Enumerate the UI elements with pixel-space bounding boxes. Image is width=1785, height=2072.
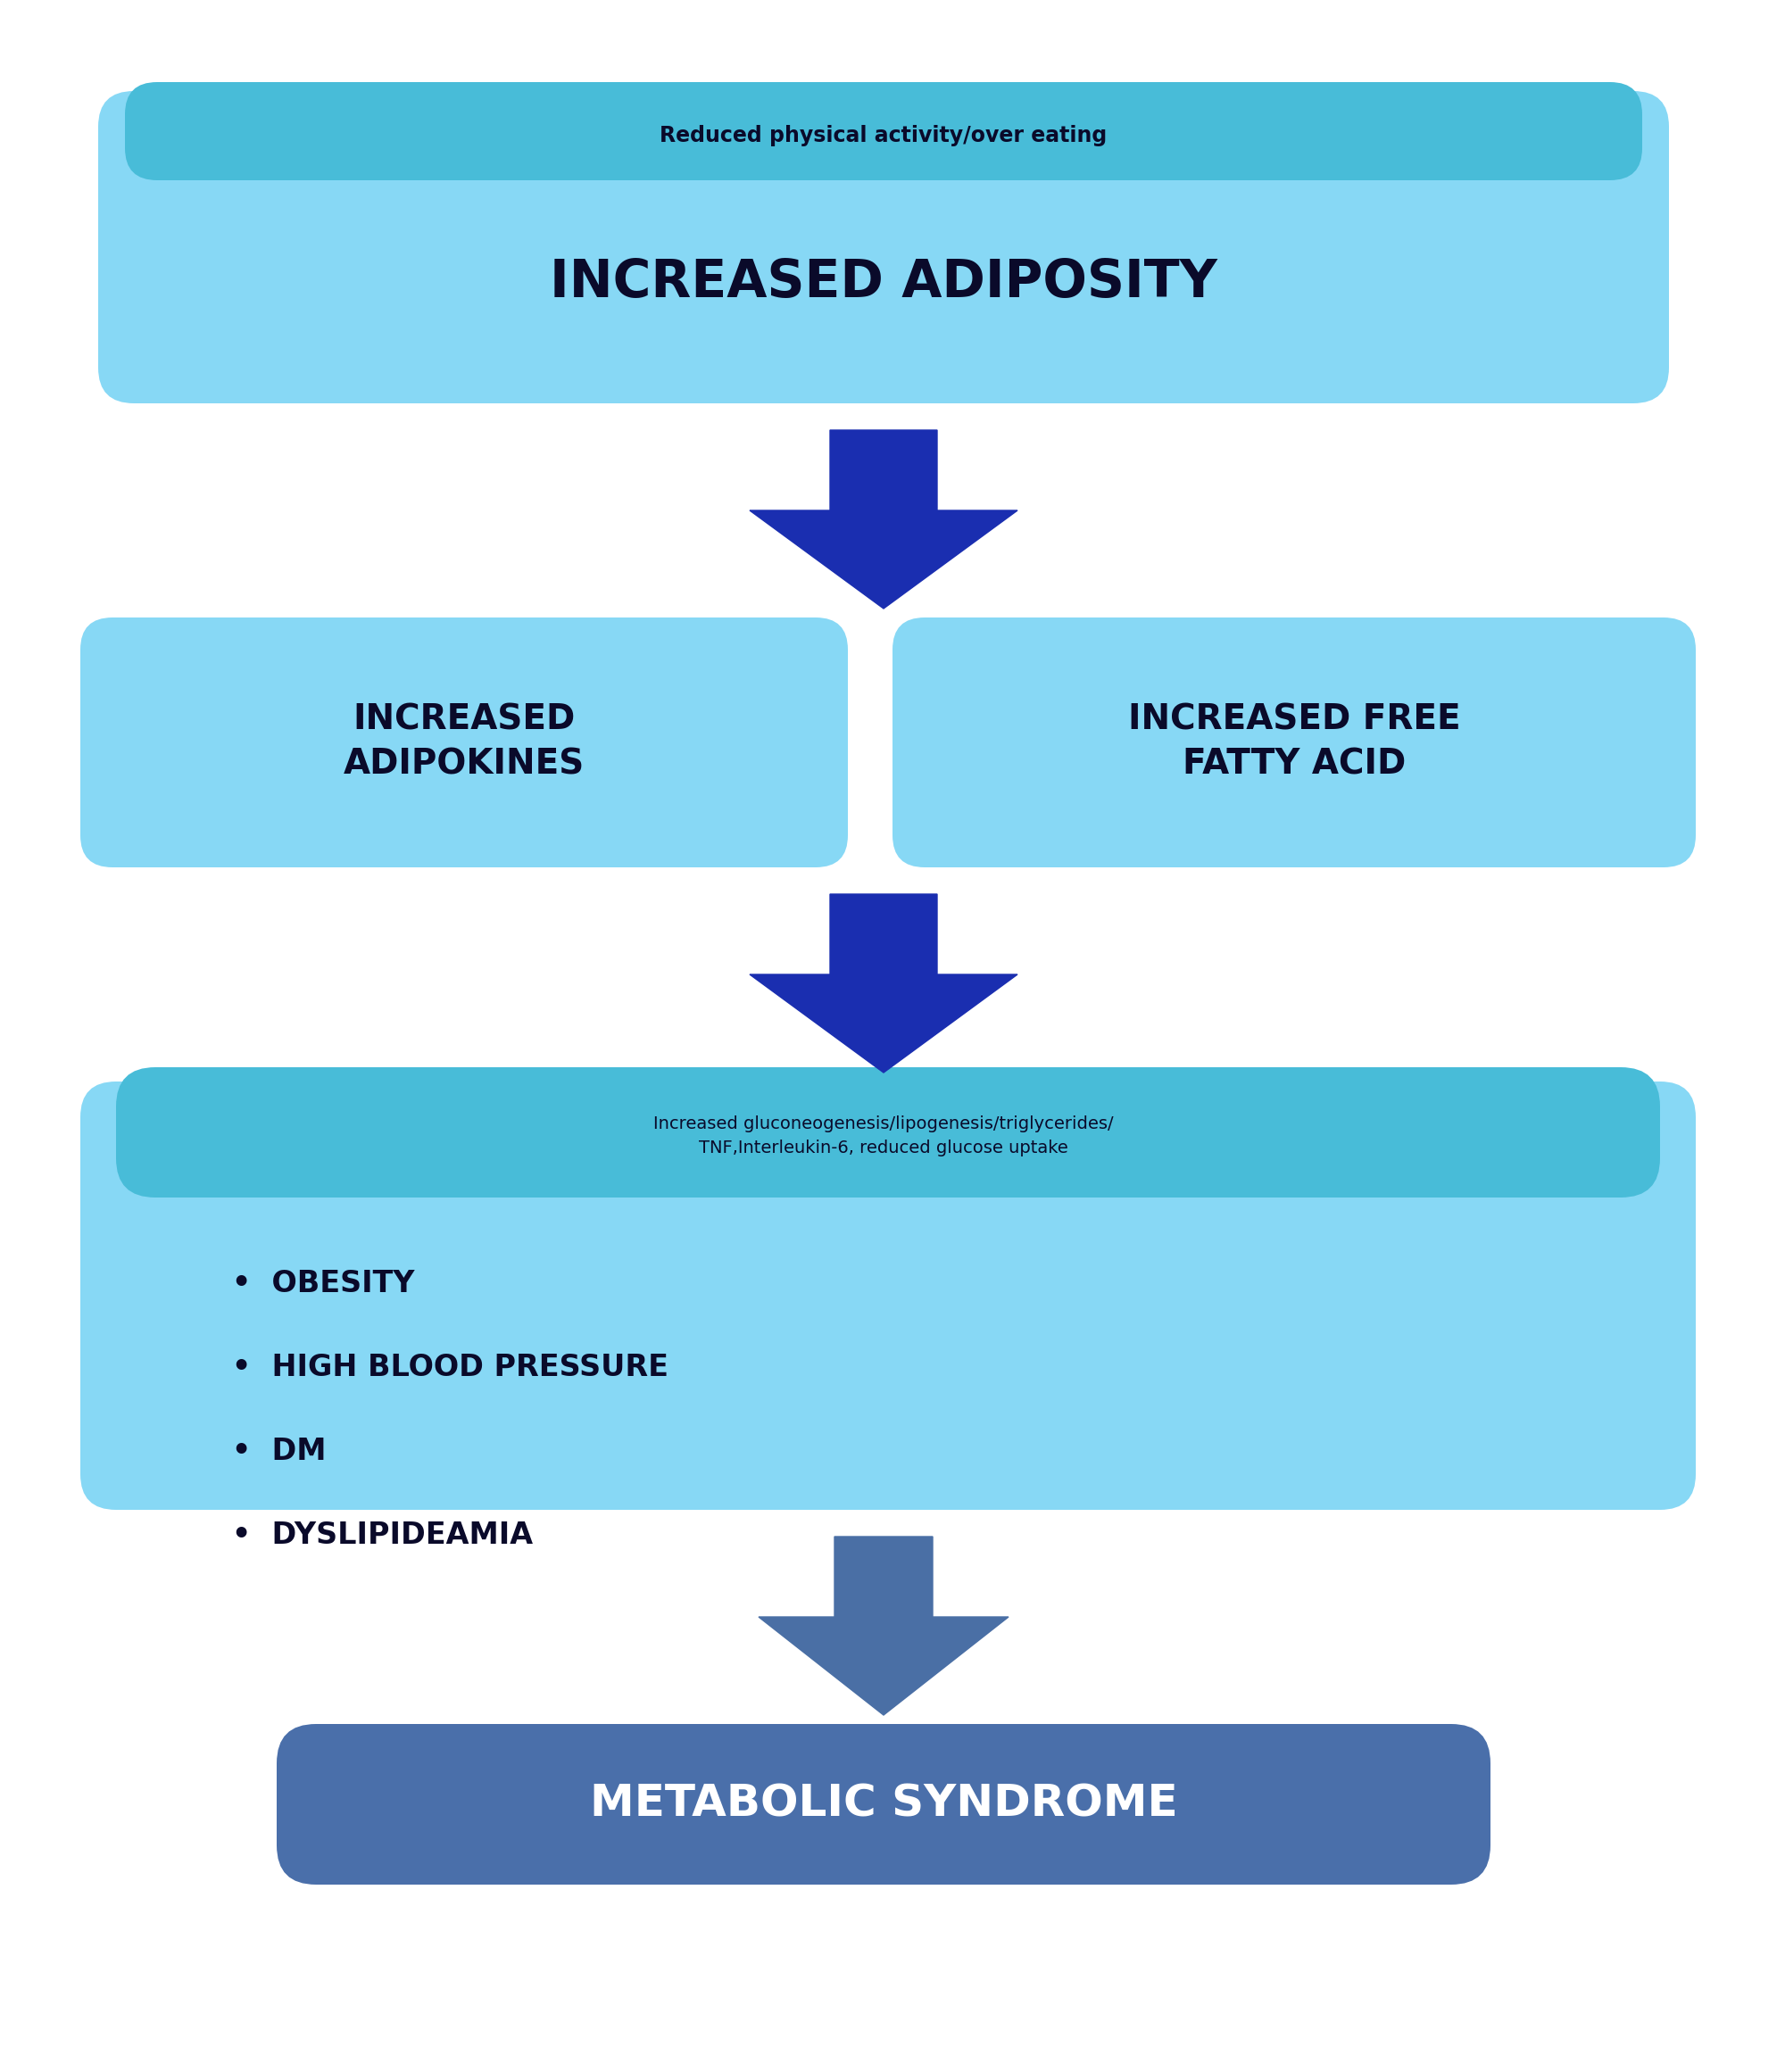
FancyBboxPatch shape [116,1067,1660,1198]
Text: INCREASED
ADIPOKINES: INCREASED ADIPOKINES [343,702,585,781]
Text: INCREASED FREE
FATTY ACID: INCREASED FREE FATTY ACID [1128,702,1460,781]
Text: •  DM: • DM [232,1436,327,1465]
Text: METABOLIC SYNDROME: METABOLIC SYNDROME [589,1782,1178,1825]
Text: INCREASED ADIPOSITY: INCREASED ADIPOSITY [550,257,1217,309]
Text: •  OBESITY: • OBESITY [232,1268,414,1297]
Text: •  HIGH BLOOD PRESSURE: • HIGH BLOOD PRESSURE [232,1353,668,1382]
Polygon shape [750,431,1017,609]
FancyBboxPatch shape [98,91,1669,404]
FancyBboxPatch shape [892,617,1696,868]
Text: Reduced physical activity/over eating: Reduced physical activity/over eating [660,124,1107,147]
FancyBboxPatch shape [80,1082,1696,1510]
Text: Increased gluconeogenesis/lipogenesis/triglycerides/
TNF,Interleukin-6, reduced : Increased gluconeogenesis/lipogenesis/tr… [653,1115,1114,1156]
Polygon shape [750,895,1017,1073]
Text: •  DYSLIPIDEAMIA: • DYSLIPIDEAMIA [232,1521,534,1550]
FancyBboxPatch shape [80,617,848,868]
Polygon shape [759,1537,1009,1716]
FancyBboxPatch shape [125,83,1642,180]
FancyBboxPatch shape [277,1724,1490,1886]
